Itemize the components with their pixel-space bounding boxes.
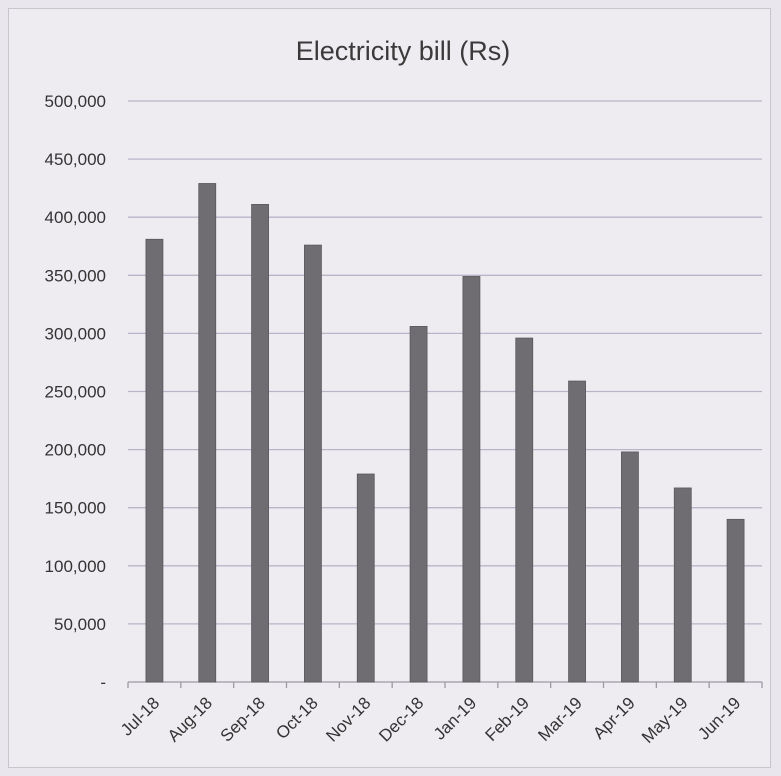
x-tick-label: Feb-19 bbox=[482, 693, 534, 745]
y-tick-label: 250,000 bbox=[45, 383, 106, 402]
y-tick-label: 450,000 bbox=[45, 150, 106, 169]
bar-apr-19 bbox=[621, 451, 639, 683]
chart-title: Electricity bill (Rs) bbox=[296, 36, 511, 66]
bar-feb-19 bbox=[515, 337, 534, 683]
y-tick-label: 300,000 bbox=[45, 324, 106, 343]
x-tick-label: Jan-19 bbox=[430, 693, 480, 743]
x-tick-label: May-19 bbox=[638, 693, 692, 747]
x-tick-label: Apr-19 bbox=[589, 693, 639, 743]
bar-sep-18 bbox=[251, 204, 269, 683]
x-tick-label: Dec-18 bbox=[375, 693, 427, 745]
bar-mar-19 bbox=[568, 380, 586, 683]
y-axis-ticks: - 50,000 100,000 150,000 200,000 250,000 300,0… bbox=[45, 92, 106, 692]
bars bbox=[145, 183, 745, 683]
x-tick-label: Jun-19 bbox=[694, 693, 744, 743]
x-tick-label: Jul-18 bbox=[117, 693, 163, 739]
x-tick-label: Mar-19 bbox=[534, 693, 586, 745]
x-tick-label: Oct-18 bbox=[272, 693, 322, 743]
y-tick-label: 50,000 bbox=[54, 615, 106, 634]
y-tick-label: 500,000 bbox=[45, 92, 106, 111]
bar-may-19 bbox=[673, 487, 692, 683]
bar-aug-18 bbox=[198, 183, 217, 683]
y-tick-label: 150,000 bbox=[45, 499, 106, 518]
bar-nov-18 bbox=[356, 473, 375, 683]
bar-oct-18 bbox=[304, 244, 322, 683]
x-tick-label: Sep-18 bbox=[217, 693, 269, 745]
y-tick-label: 200,000 bbox=[45, 441, 106, 460]
y-tick-label: - bbox=[100, 673, 106, 692]
y-tick-label: 100,000 bbox=[45, 557, 106, 576]
x-axis-ticks: Jul-18 Aug-18 Sep-18 Oct-18 Nov-18 Dec-18 Jan-… bbox=[117, 693, 744, 747]
x-tick-label: Aug-18 bbox=[164, 693, 216, 745]
y-tick-label: 350,000 bbox=[45, 266, 106, 285]
chart-frame bbox=[8, 8, 771, 768]
y-tick-label: 400,000 bbox=[45, 208, 106, 227]
bar-dec-18 bbox=[409, 326, 428, 683]
x-tick-label: Nov-18 bbox=[322, 693, 374, 745]
bar-jul-18 bbox=[145, 238, 164, 683]
gridlines bbox=[127, 100, 763, 688]
bar-jun-19 bbox=[726, 518, 745, 683]
bar-jan-19 bbox=[462, 276, 481, 683]
